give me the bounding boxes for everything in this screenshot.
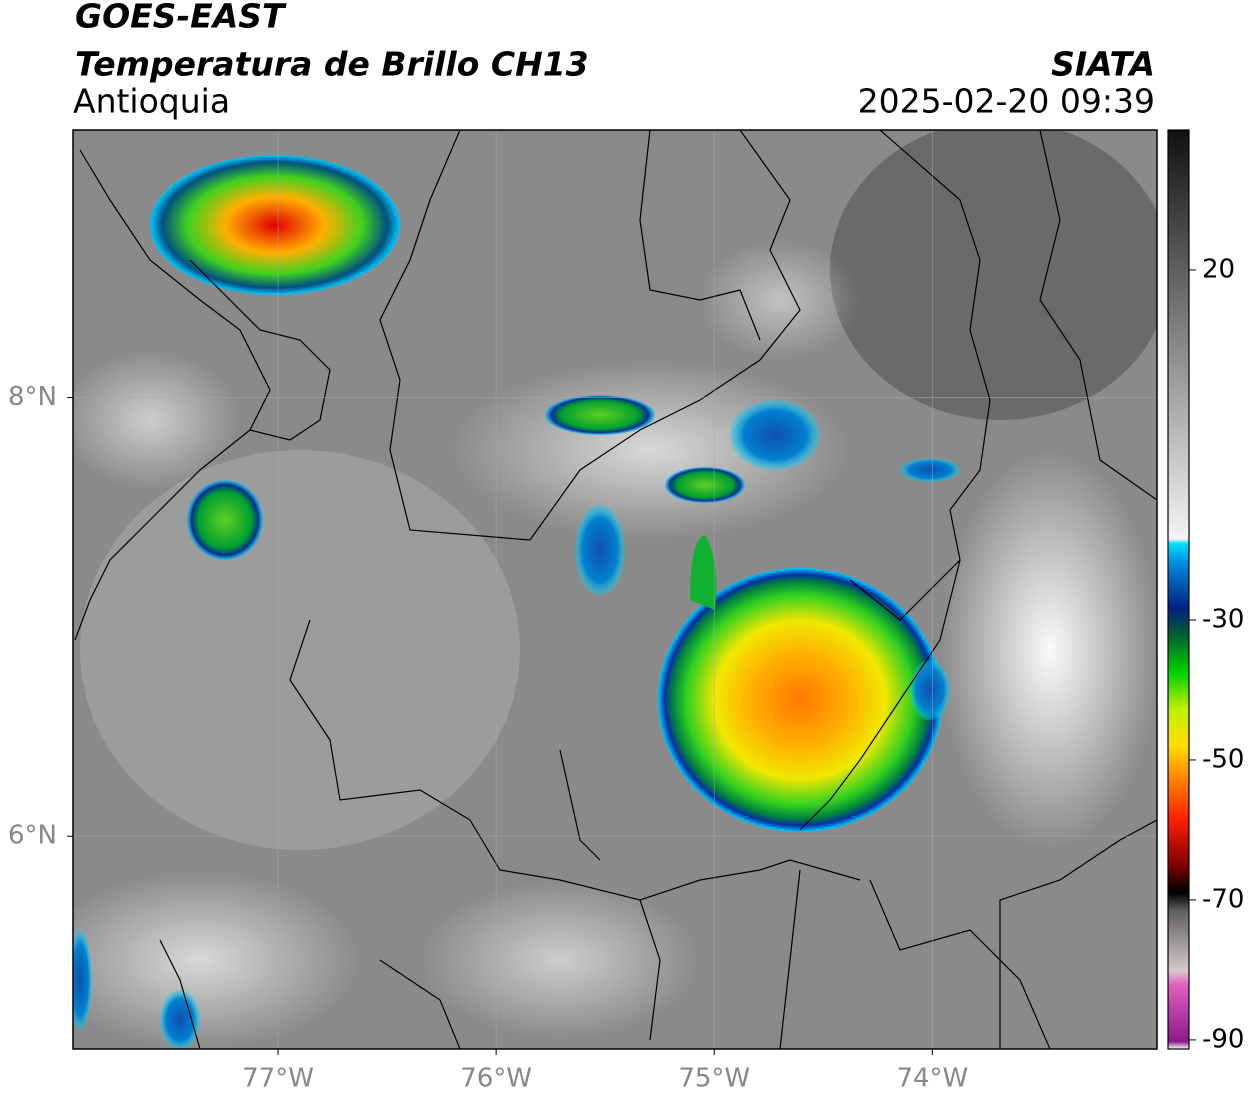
source: SIATA xyxy=(1051,45,1155,84)
graticule xyxy=(73,130,1157,1049)
colorbar-tick-label: -70 xyxy=(1202,884,1244,914)
datetime: 2025-02-20 09:39 xyxy=(858,82,1155,121)
colorbar xyxy=(1167,129,1190,1050)
product: Temperatura de Brillo CH13 xyxy=(75,45,589,84)
satellite-image xyxy=(73,130,1157,1049)
colorbar-tick-label: -50 xyxy=(1202,744,1244,774)
x-tick-label: 77°W xyxy=(242,1064,314,1094)
x-tick-label: 74°W xyxy=(896,1064,968,1094)
colorbar-tick-label: 20 xyxy=(1202,254,1235,284)
y-tick-label: 8°N xyxy=(8,382,57,412)
satellite: GOES-EAST xyxy=(75,0,287,36)
x-tick-label: 75°W xyxy=(678,1064,750,1094)
y-tick-label: 6°N xyxy=(8,821,57,851)
colorbar-tick-label: -90 xyxy=(1202,1024,1244,1054)
x-tick-label: 76°W xyxy=(460,1064,532,1094)
map-frame xyxy=(72,129,1158,1050)
colorbar-tick-label: -30 xyxy=(1202,604,1244,634)
region: Antioquia xyxy=(73,82,230,121)
